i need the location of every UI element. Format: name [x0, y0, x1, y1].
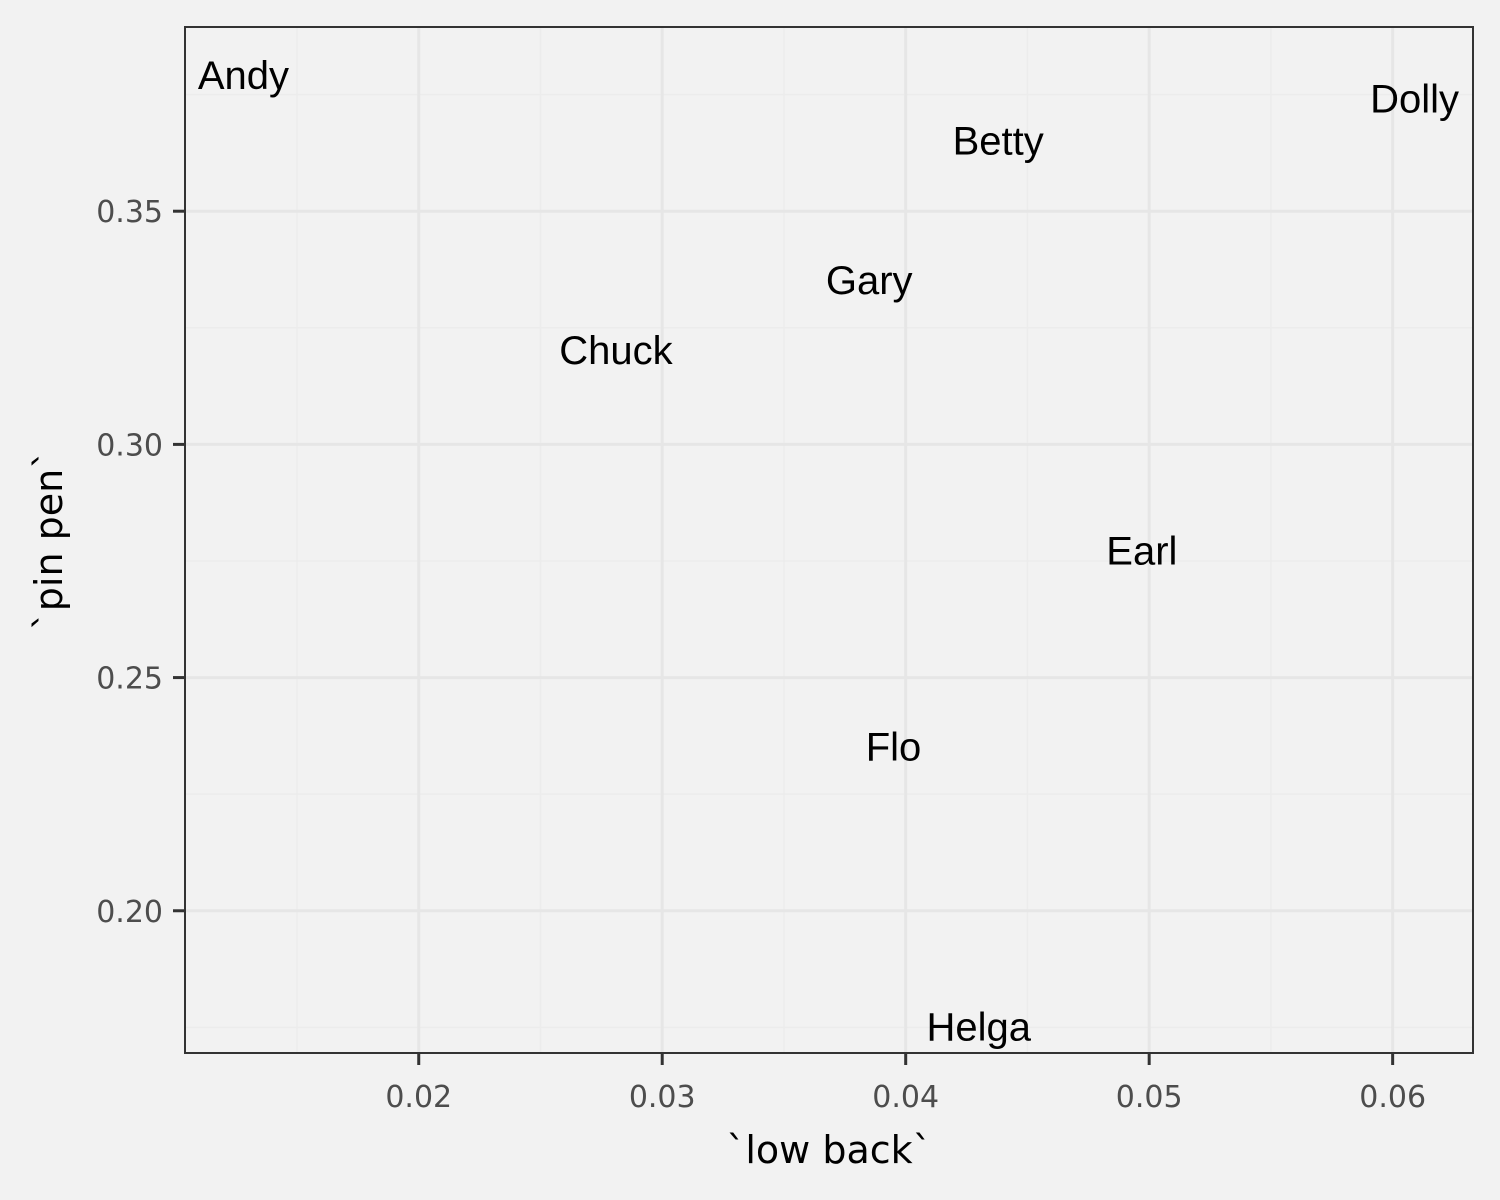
x-tick-label: 0.03 [629, 1080, 696, 1115]
point-label-andy: Andy [198, 54, 289, 98]
y-axis-title: `pin pen` [27, 450, 71, 630]
panel-border [184, 26, 1474, 1054]
x-tick-label: 0.04 [872, 1080, 939, 1115]
point-label-chuck: Chuck [559, 329, 673, 373]
point-label-helga: Helga [926, 1005, 1031, 1049]
y-axis-ticks: 0.20 0.25 0.30 0.35 [96, 195, 185, 930]
point-label-betty: Betty [953, 119, 1044, 163]
x-tick-label: 0.02 [385, 1080, 452, 1115]
y-tick-label: 0.20 [96, 895, 163, 930]
x-axis-title: `low back` [726, 1128, 931, 1172]
point-label-earl: Earl [1106, 530, 1177, 574]
y-tick-label: 0.25 [96, 662, 163, 697]
point-label-gary: Gary [826, 259, 913, 303]
point-label-flo: Flo [866, 726, 922, 770]
major-gridlines [185, 27, 1473, 1053]
x-tick-label: 0.06 [1359, 1080, 1426, 1115]
x-tick-label: 0.05 [1116, 1080, 1183, 1115]
x-axis-ticks: 0.02 0.03 0.04 0.05 0.06 [385, 1053, 1426, 1115]
point-labels: Andy Betty Chuck Dolly Earl Flo Gary Helga [198, 54, 1459, 1049]
point-label-dolly: Dolly [1370, 77, 1459, 121]
y-tick-label: 0.35 [96, 195, 163, 230]
y-tick-label: 0.30 [96, 428, 163, 463]
minor-gridlines [185, 27, 1473, 1053]
